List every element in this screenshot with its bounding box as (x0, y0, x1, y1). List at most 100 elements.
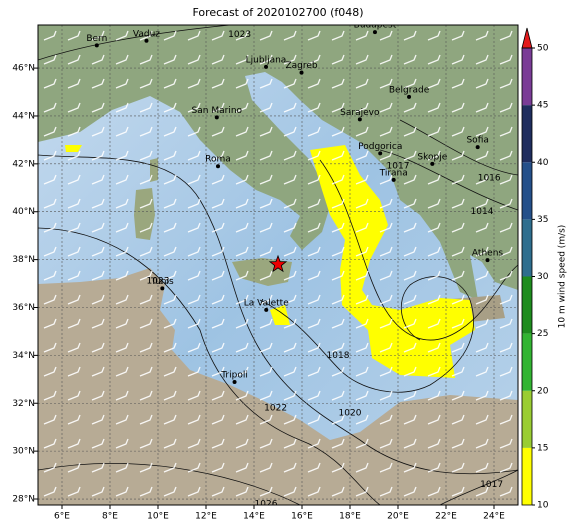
wind-barb (259, 126, 273, 137)
wind-barb (379, 342, 393, 353)
wind-barb (475, 150, 489, 161)
wind-barb (187, 54, 201, 65)
wind-barb (451, 438, 465, 449)
wind-barb (475, 414, 489, 425)
wind-barb (403, 126, 417, 137)
wind-barb (187, 438, 201, 449)
wind-barb (91, 222, 105, 233)
wind-barb (475, 342, 489, 353)
y-tick-label: 44°N (12, 111, 35, 121)
wind-barb (259, 294, 273, 305)
wind-barb (259, 270, 273, 281)
wind-barb (259, 342, 273, 353)
map-labels: 1022 1020 1018 1023 1017 1016 1014 1017 1023 1026… (86, 21, 503, 505)
wind-barb (187, 294, 201, 305)
wind-barb (43, 318, 57, 329)
wind-barb (451, 174, 465, 185)
wind-10-15 (310, 145, 475, 378)
wind-barb (427, 438, 441, 449)
city-label: La Valette (244, 298, 289, 308)
city-marker (485, 258, 490, 263)
x-tick-label: 8°E (102, 512, 118, 522)
wind-barb (331, 318, 345, 329)
colorbar: 10 15 20 25 30 35 40 45 50 10 m wind speed (m/s) (521, 27, 568, 511)
wind-barb (43, 246, 57, 257)
colorbar-label: 10 m wind speed (m/s) (558, 225, 568, 329)
wind-barb (451, 486, 465, 497)
wind-barb (331, 342, 345, 353)
wind-barb (187, 462, 201, 473)
wind-barb (451, 318, 465, 329)
wind-barb (211, 486, 225, 497)
wind-barb (331, 246, 345, 257)
city-label: Sofia (466, 136, 488, 146)
wind-barb (427, 390, 441, 401)
wind-barb (235, 318, 249, 329)
wind-barb (355, 246, 369, 257)
wind-barb (235, 198, 249, 209)
city-marker (475, 145, 480, 150)
wind-barb (259, 390, 273, 401)
wind-barb (259, 438, 273, 449)
wind-barb (499, 198, 513, 209)
wind-barb (403, 246, 417, 257)
colorbar-segment (522, 390, 532, 448)
wind-barb (43, 438, 57, 449)
wind-barb (91, 126, 105, 137)
wind-barb (307, 54, 321, 65)
wind-barb (67, 342, 81, 353)
wind-barb (283, 102, 297, 113)
x-tick-label: 16°E (291, 512, 313, 522)
wind-barb (499, 390, 513, 401)
wind-barb (499, 222, 513, 233)
y-tick-label: 34°N (12, 351, 35, 361)
y-tick-label: 30°N (12, 447, 35, 457)
x-tick-label: 12°E (195, 512, 217, 522)
wind-barb (211, 318, 225, 329)
wind-barb (211, 246, 225, 257)
isobar-label: 1014 (471, 207, 494, 217)
wind-barb (499, 270, 513, 281)
wind-barb (187, 174, 201, 185)
wind-barb (283, 270, 297, 281)
wind-barb (283, 246, 297, 257)
wind-barb (427, 342, 441, 353)
wind-barb (403, 198, 417, 209)
city-marker (430, 161, 435, 166)
isobar (439, 469, 518, 505)
city-label: Budapest (354, 21, 397, 31)
city-marker (160, 286, 165, 291)
wind-barb (115, 462, 129, 473)
wind-barb (259, 30, 273, 41)
city-label: Podgorica (358, 142, 402, 152)
wind-barb (331, 198, 345, 209)
wind-barb (235, 270, 249, 281)
wind-barb (163, 30, 177, 41)
wind-barb (259, 54, 273, 65)
wind-barb (211, 366, 225, 377)
wind-barb (139, 30, 153, 41)
wind-barb (403, 294, 417, 305)
colorbar-segment (522, 48, 532, 106)
wind-barb (403, 78, 417, 89)
wind-barb (451, 246, 465, 257)
wind-barb (67, 150, 81, 161)
city-marker (214, 115, 219, 120)
city-label: Tirana (379, 168, 408, 178)
wind-barb (211, 414, 225, 425)
wind-barb (211, 462, 225, 473)
wind-barb (331, 30, 345, 41)
wind-barb (283, 30, 297, 41)
wind-barb (235, 486, 249, 497)
wind-barb (355, 366, 369, 377)
wind-barb (211, 126, 225, 137)
wind-barb (163, 342, 177, 353)
colorbar-tick-label: 40 (537, 158, 549, 168)
wind-barb (283, 486, 297, 497)
wind-barb (475, 270, 489, 281)
wind-barb (67, 366, 81, 377)
wind-barb (211, 102, 225, 113)
wind-barb (451, 102, 465, 113)
wind-barb (115, 342, 129, 353)
wind-barb (139, 342, 153, 353)
